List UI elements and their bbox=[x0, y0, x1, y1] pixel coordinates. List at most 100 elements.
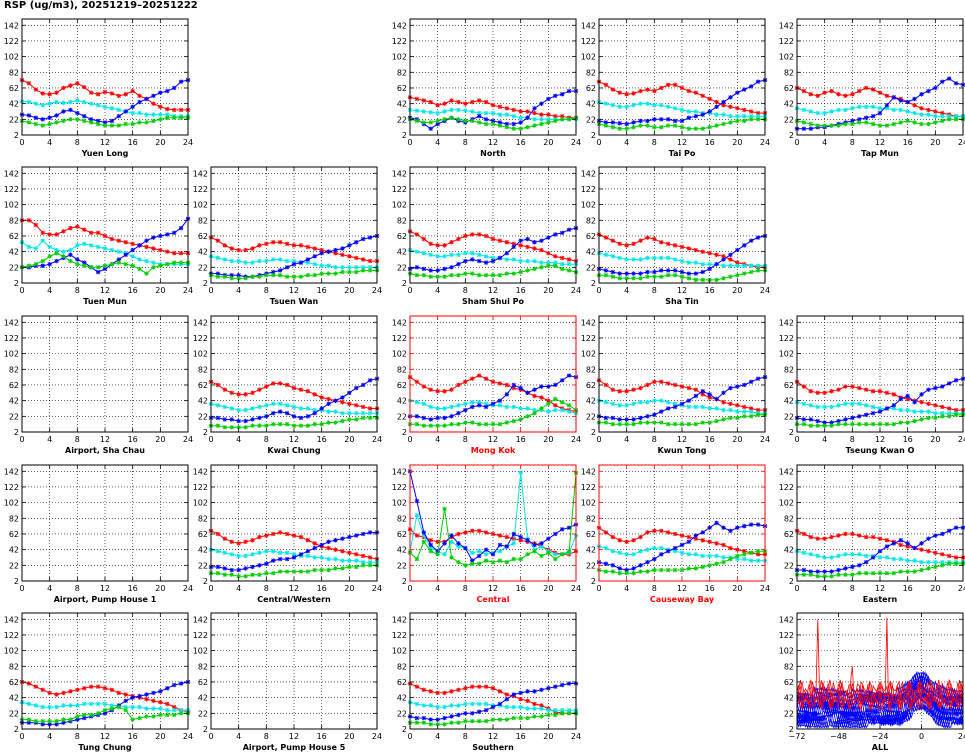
data-point bbox=[539, 553, 544, 559]
data-point bbox=[707, 406, 712, 411]
data-point bbox=[645, 530, 650, 535]
data-point bbox=[659, 117, 664, 122]
data-point bbox=[116, 260, 122, 265]
data-point bbox=[123, 109, 128, 114]
data-point bbox=[905, 396, 910, 402]
data-point bbox=[755, 522, 761, 527]
data-point bbox=[624, 539, 629, 545]
data-point bbox=[116, 249, 122, 254]
data-point bbox=[686, 276, 692, 281]
data-point bbox=[284, 556, 290, 562]
data-point bbox=[250, 390, 255, 396]
data-point bbox=[665, 123, 671, 128]
data-point bbox=[88, 90, 94, 95]
data-point bbox=[742, 549, 747, 554]
data-point bbox=[449, 689, 454, 694]
x-tick-label: 12 bbox=[488, 286, 498, 295]
data-point bbox=[672, 421, 678, 427]
data-point bbox=[912, 400, 917, 405]
data-point bbox=[559, 378, 565, 383]
data-point bbox=[333, 251, 338, 256]
y-tick-label: 42 bbox=[198, 546, 208, 555]
panel-name: Yuen Long bbox=[81, 149, 129, 158]
y-tick-label: 122 bbox=[193, 185, 208, 194]
data-point bbox=[912, 418, 917, 424]
x-tick-label: 0 bbox=[208, 584, 213, 593]
data-point bbox=[511, 257, 516, 262]
data-point bbox=[442, 406, 447, 411]
data-point bbox=[236, 392, 241, 397]
data-point bbox=[553, 396, 558, 402]
x-tick-label: 24 bbox=[958, 138, 965, 147]
data-point bbox=[82, 263, 87, 268]
data-point bbox=[714, 406, 719, 411]
data-point bbox=[728, 252, 733, 257]
data-point bbox=[891, 570, 897, 576]
data-point bbox=[546, 409, 551, 414]
data-point bbox=[54, 232, 59, 237]
data-point bbox=[75, 257, 80, 262]
data-point bbox=[215, 423, 221, 428]
data-point bbox=[511, 385, 516, 391]
data-point bbox=[525, 109, 530, 114]
data-point bbox=[88, 101, 94, 106]
x-tick-label: 0 bbox=[596, 435, 601, 444]
data-point bbox=[742, 382, 747, 388]
data-point bbox=[298, 415, 304, 421]
data-point bbox=[755, 268, 761, 273]
data-point bbox=[857, 117, 862, 122]
y-tick-label: 82 bbox=[198, 662, 208, 671]
data-point bbox=[298, 274, 304, 279]
x-tick-label: 20 bbox=[155, 732, 165, 741]
data-point bbox=[61, 100, 66, 106]
data-point bbox=[679, 550, 685, 555]
data-point bbox=[946, 381, 952, 386]
data-point bbox=[645, 400, 650, 405]
data-point bbox=[483, 530, 489, 535]
data-point bbox=[414, 414, 420, 419]
data-point bbox=[165, 232, 170, 237]
x-tick-label: 12 bbox=[875, 584, 885, 593]
data-point bbox=[525, 698, 530, 703]
data-point bbox=[102, 246, 108, 251]
data-point bbox=[755, 558, 761, 563]
data-point bbox=[808, 572, 814, 577]
data-point bbox=[877, 389, 883, 394]
data-point bbox=[470, 420, 475, 425]
data-point bbox=[367, 268, 373, 273]
data-point bbox=[449, 404, 454, 410]
data-point bbox=[40, 722, 45, 727]
data-point bbox=[347, 417, 352, 422]
y-tick-label: 102 bbox=[193, 647, 208, 656]
data-point bbox=[68, 99, 73, 105]
data-point bbox=[470, 561, 475, 566]
y-tick-label: 102 bbox=[4, 350, 19, 359]
data-point bbox=[532, 549, 537, 554]
data-point bbox=[652, 412, 657, 417]
y-tick-label: 2 bbox=[14, 577, 19, 586]
data-point bbox=[603, 123, 609, 128]
data-point bbox=[603, 382, 609, 388]
x-tick-label: 24 bbox=[372, 732, 382, 741]
data-point bbox=[870, 404, 876, 410]
data-point bbox=[435, 268, 440, 273]
data-point bbox=[490, 121, 496, 127]
data-point bbox=[686, 115, 692, 120]
data-point bbox=[532, 689, 537, 694]
data-point bbox=[546, 686, 551, 691]
data-point bbox=[850, 531, 855, 537]
data-point bbox=[742, 87, 747, 92]
data-point bbox=[236, 567, 241, 573]
data-point bbox=[449, 421, 454, 427]
data-point bbox=[617, 417, 622, 422]
data-point bbox=[130, 695, 135, 700]
data-point bbox=[693, 552, 699, 557]
data-point bbox=[165, 707, 170, 713]
panel-name: ALL bbox=[872, 743, 888, 752]
y-tick-label: 42 bbox=[586, 546, 596, 555]
data-point bbox=[808, 423, 814, 428]
x-tick-label: 4 bbox=[624, 584, 629, 593]
y-tick-label: 102 bbox=[193, 201, 208, 210]
data-point bbox=[333, 265, 338, 270]
